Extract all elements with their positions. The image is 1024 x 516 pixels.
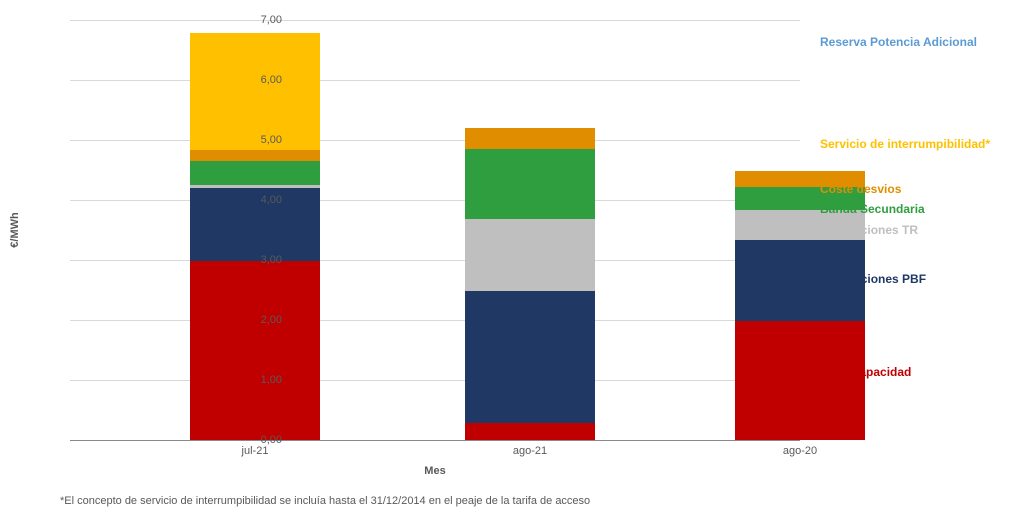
gridline [70, 380, 800, 381]
bar-ago-21 [465, 128, 595, 440]
y-tick-label: 3,00 [232, 254, 282, 266]
legend-item-servicio_interrumpibilidad: Servicio de interrumpibilidad* [820, 137, 990, 151]
legend-item-restricciones_pbf: Restricciones PBF [820, 272, 926, 286]
gridline [70, 260, 800, 261]
segment-coste_desvios [465, 128, 595, 149]
segment-pago_capacidad [190, 261, 320, 440]
gridline [70, 20, 800, 21]
gridline [70, 80, 800, 81]
segment-servicio_interrumpibilidad [190, 33, 320, 150]
y-tick-label: 4,00 [232, 194, 282, 206]
x-tick-label: ago-20 [735, 445, 865, 457]
x-tick-label: ago-21 [465, 445, 595, 457]
segment-banda_secundaria [190, 161, 320, 185]
x-tick-label: jul-21 [190, 445, 320, 457]
segment-restricciones_tr [465, 219, 595, 291]
legend-item-pago_capacidad: Pago capacidad [820, 365, 911, 379]
y-tick-label: 6,00 [232, 74, 282, 86]
y-axis-label: €/MWh [9, 212, 21, 247]
gridline [70, 200, 800, 201]
legend-item-banda_secundaria: Banda Secundaria [820, 202, 925, 216]
stacked-bar-chart: €/MWh Mes Pago capacidad Restricciones PB… [0, 0, 1024, 516]
segment-pago_capacidad [465, 423, 595, 440]
legend-item-coste_desvios: Coste desvios [820, 182, 901, 196]
y-tick-label: 5,00 [232, 134, 282, 146]
legend-item-restricciones_tr: Restricciones TR [820, 223, 918, 237]
segment-pago_capacidad [735, 321, 865, 440]
x-axis-label: Mes [70, 465, 800, 477]
y-tick-label: 1,00 [232, 374, 282, 386]
segment-banda_secundaria [465, 149, 595, 219]
y-tick-label: 7,00 [232, 14, 282, 26]
plot-area [70, 20, 800, 441]
segment-restricciones_pbf [465, 291, 595, 423]
gridline [70, 320, 800, 321]
legend-item-reserva_potencia_adicional: Reserva Potencia Adicional [820, 35, 977, 49]
segment-coste_desvios [190, 150, 320, 161]
footnote: *El concepto de servicio de interrumpibi… [60, 495, 590, 507]
gridline [70, 140, 800, 141]
y-tick-label: 2,00 [232, 314, 282, 326]
